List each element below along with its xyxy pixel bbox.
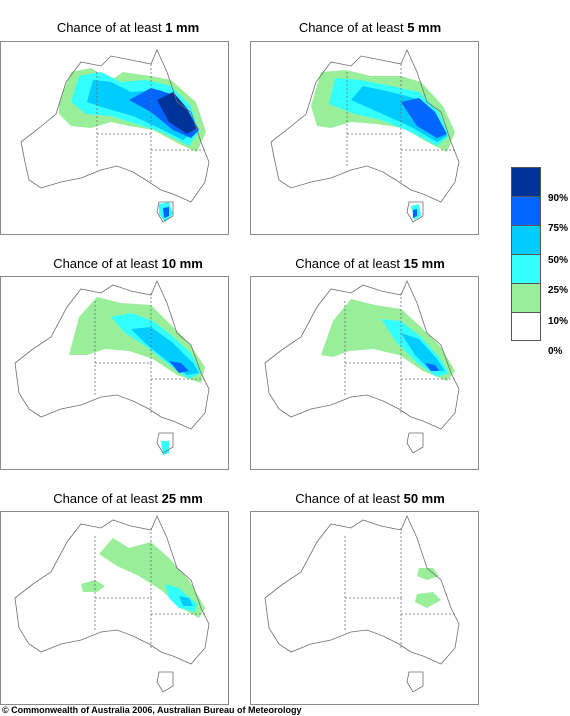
probability-legend [511,167,541,341]
legend-label-90: 90% [548,193,569,204]
panel-title-15mm: Chance of at least 15 mm [295,256,445,271]
australia-outline [264,280,460,454]
australia-outline [14,515,210,693]
map-panel-15mm [250,276,479,470]
rain-overlay [311,70,455,220]
australia-outline [20,49,210,223]
panel-title-1mm: Chance of at least 1 mm [56,20,200,35]
map-panel-10mm [0,276,229,470]
legend-swatch-75 [511,196,541,225]
rain-overlay [69,297,205,455]
australia-outline [270,49,460,223]
panel-title-25mm: Chance of at least 25 mm [53,491,203,506]
legend-swatch-10 [511,283,541,312]
legend-swatch-90 [511,167,541,196]
panel-title-10mm: Chance of at least 10 mm [53,256,203,271]
rain-overlay [321,299,455,381]
legend-label-75: 75% [548,223,569,234]
legend-label-25: 25% [548,285,569,296]
map-panel-5mm [250,41,479,235]
map-panel-25mm [0,511,229,705]
rain-overlay [415,568,441,608]
rain-overlay [59,68,206,222]
legend-swatch-50 [511,225,541,254]
map-panel-50mm [250,511,479,705]
map-panel-1mm [0,41,229,235]
panel-title-5mm: Chance of at least 5 mm [298,20,442,35]
copyright-notice: © Commonwealth of Australia 2006, Austra… [2,705,302,715]
legend-label-50: 50% [548,255,569,266]
legend-label-10: 10% [548,316,569,327]
panel-title-50mm: Chance of at least 50 mm [295,491,445,506]
legend-swatch-25 [511,254,541,283]
rain-overlay [81,538,205,618]
legend-swatch-0 [511,312,541,341]
australia-outline [264,515,460,693]
legend-label-0: 0% [548,346,563,357]
australia-outline [14,280,210,454]
